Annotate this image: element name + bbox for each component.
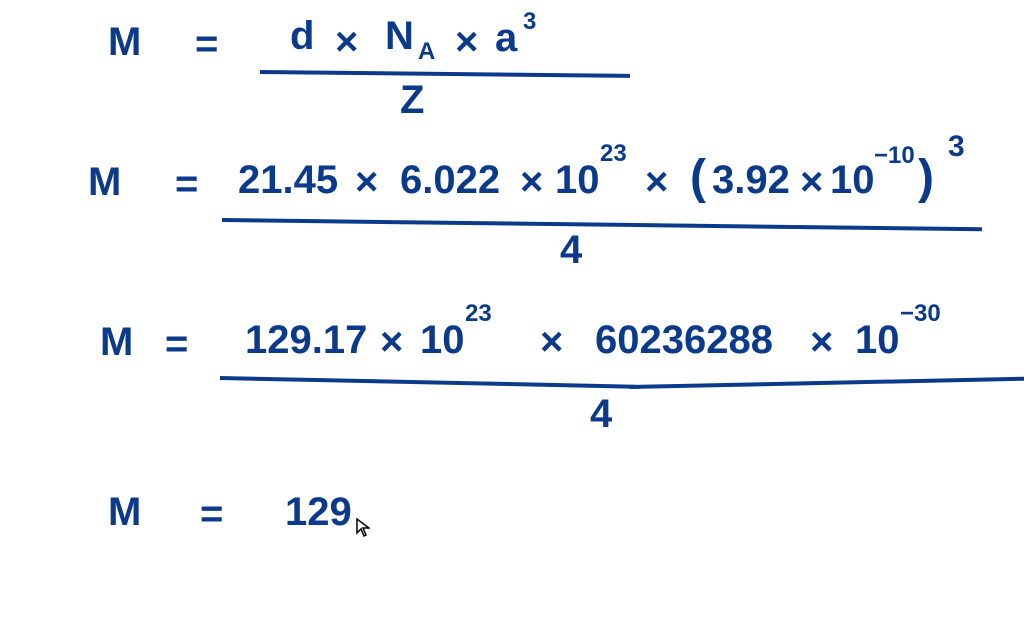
denominator-Z: Z bbox=[400, 78, 424, 123]
lhs-M: M bbox=[108, 490, 141, 535]
numerator-d: d bbox=[290, 14, 314, 59]
lhs-M: M bbox=[88, 160, 121, 205]
times: × bbox=[355, 160, 378, 205]
num-10: 10 bbox=[555, 158, 600, 203]
equals-sign: = bbox=[165, 322, 188, 367]
num-3-92: 3.92 bbox=[712, 158, 790, 203]
times: × bbox=[455, 20, 478, 65]
times: × bbox=[810, 320, 833, 365]
fraction-bar bbox=[222, 218, 982, 231]
num-10b: 10 bbox=[855, 318, 900, 363]
num-129-17: 129.17 bbox=[245, 318, 367, 363]
equals-sign: = bbox=[200, 492, 223, 537]
numerator-a: a bbox=[495, 16, 517, 61]
lparen: ( bbox=[690, 150, 706, 205]
lhs-M: M bbox=[108, 20, 141, 65]
handwritten-math-page: M = d × N A × a 3 Z M = 21.45 × 6.022 × … bbox=[0, 0, 1024, 622]
num-6-022: 6.022 bbox=[400, 158, 500, 203]
fraction-bar bbox=[260, 70, 630, 78]
numerator-N: N bbox=[385, 14, 414, 59]
times: × bbox=[800, 160, 823, 205]
denominator-4: 4 bbox=[560, 228, 582, 273]
mouse-cursor-icon bbox=[356, 518, 370, 538]
result-129: 129 bbox=[285, 490, 352, 535]
sup-23: 23 bbox=[465, 300, 492, 328]
rparen: ) bbox=[918, 150, 934, 205]
lhs-M: M bbox=[100, 320, 133, 365]
denominator-4: 4 bbox=[590, 392, 612, 437]
num-21-45: 21.45 bbox=[238, 158, 338, 203]
times: × bbox=[520, 160, 543, 205]
sup-neg10: −10 bbox=[874, 142, 915, 170]
fraction-bar-left bbox=[220, 376, 640, 389]
numerator-a-sup-3: 3 bbox=[523, 8, 536, 36]
sup-23: 23 bbox=[600, 140, 627, 168]
equals-sign: = bbox=[175, 162, 198, 207]
equals-sign: = bbox=[195, 22, 218, 67]
times: × bbox=[645, 160, 668, 205]
num-10: 10 bbox=[420, 318, 465, 363]
times: × bbox=[380, 320, 403, 365]
num-10b: 10 bbox=[830, 158, 875, 203]
fraction-bar-right bbox=[630, 377, 1024, 389]
num-60236288: 60236288 bbox=[595, 318, 773, 363]
sup-neg30: −30 bbox=[900, 300, 941, 328]
times: × bbox=[540, 320, 563, 365]
outer-sup-3: 3 bbox=[948, 130, 965, 164]
times: × bbox=[335, 20, 358, 65]
numerator-N-sub-A: A bbox=[418, 38, 435, 66]
